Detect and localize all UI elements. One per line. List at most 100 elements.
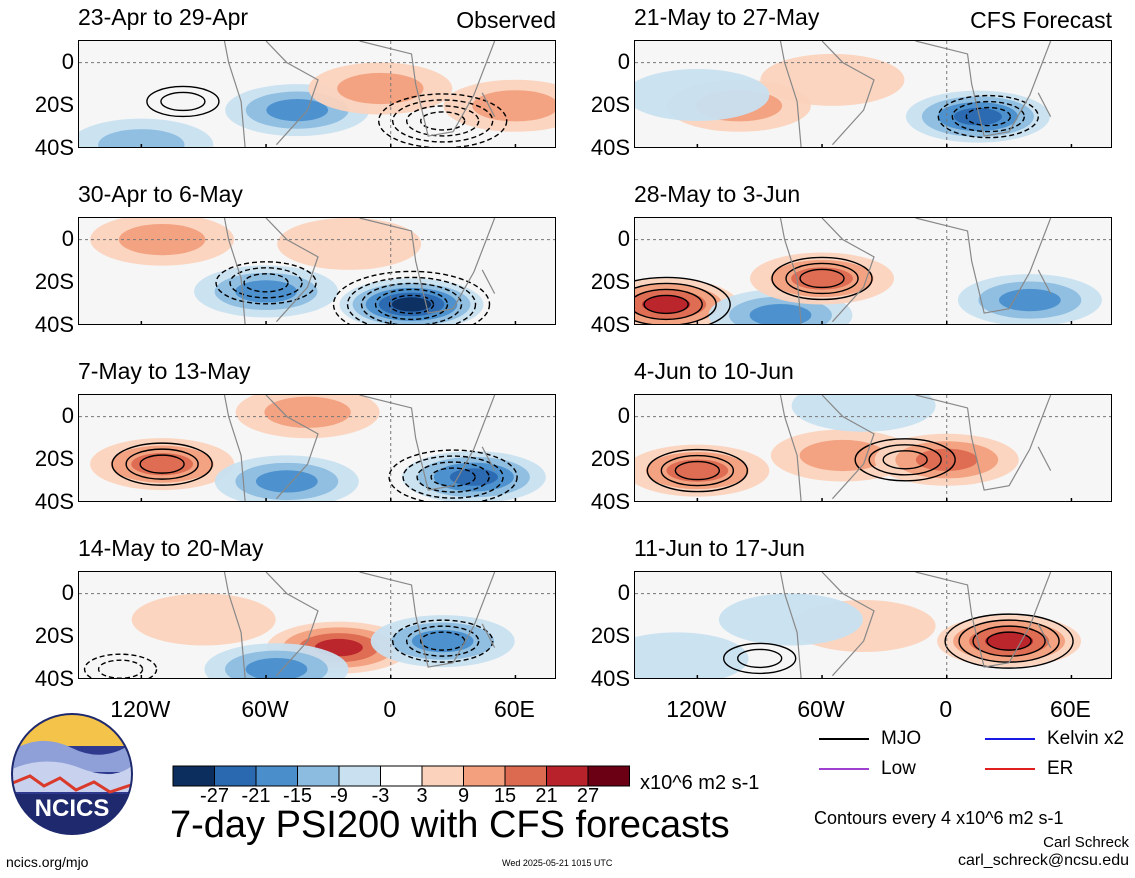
anomaly-shade xyxy=(635,632,749,678)
coastline xyxy=(915,572,1052,668)
map-panel-fcst-4: 11-Jun to 17-Jun xyxy=(634,535,1112,679)
y-tick-label: 40S xyxy=(590,135,630,160)
contour-line xyxy=(402,455,504,499)
y-tick-label: 40S xyxy=(34,489,74,514)
anomaly-shade xyxy=(718,593,863,646)
contour-line xyxy=(125,448,199,480)
anomaly-shade xyxy=(337,72,424,105)
anomaly-shade xyxy=(411,629,474,653)
x-tick-label: 120W xyxy=(110,696,171,722)
site-url: ncics.org/mjo xyxy=(6,854,89,870)
colorbar-swatch xyxy=(587,765,630,787)
anomaly-shade xyxy=(472,90,555,122)
contour-line xyxy=(882,450,928,470)
map-svg xyxy=(635,41,1111,147)
y-tick-label: 0 xyxy=(617,48,630,74)
coastline xyxy=(223,395,246,501)
main-title: 7-day PSI200 with CFS forecasts xyxy=(170,804,730,846)
contour-line xyxy=(785,262,859,295)
y-tick-label: 20S xyxy=(590,268,630,294)
author-email: carl_schreck@ncsu.edu xyxy=(958,852,1129,869)
map-panel-fcst-2: 28-May to 3-Jun xyxy=(634,181,1112,325)
anomaly-shade xyxy=(131,452,193,476)
y-tick-label: 40S xyxy=(34,135,74,160)
y-tick-label: 0 xyxy=(617,579,630,605)
coastline xyxy=(779,218,802,324)
coastline xyxy=(915,41,1052,137)
colorbar-swatch xyxy=(546,765,589,787)
y-tick-label: 20S xyxy=(34,622,74,648)
anomaly-shade xyxy=(277,218,422,270)
map-svg xyxy=(79,572,555,678)
y-tick-label: 40S xyxy=(590,312,630,337)
contour-line xyxy=(799,268,845,289)
contour-line xyxy=(736,648,783,669)
ncics-logo-graphic: NCICS xyxy=(11,713,133,835)
colorbar-label: 27 xyxy=(576,785,600,807)
legend-swatch-er xyxy=(985,767,1035,770)
anomaly-shade xyxy=(391,297,432,312)
map-plot xyxy=(78,571,556,679)
coastline xyxy=(481,446,496,471)
coastline xyxy=(359,395,496,491)
anomaly-shade xyxy=(791,267,853,290)
colorbar-swatch xyxy=(214,765,257,787)
legend-label-kelvin: Kelvin x2 xyxy=(1047,728,1125,749)
contour-note: Contours every 4 x10^6 m2 s-1 xyxy=(814,808,1064,828)
colorbar-label: -21 xyxy=(241,785,271,807)
x-tick-label: 0 xyxy=(383,696,397,722)
coastline xyxy=(481,269,496,294)
contour-line xyxy=(972,625,1046,657)
anomaly-shade xyxy=(449,468,498,486)
map-plot xyxy=(78,217,556,325)
y-tick-label: 20S xyxy=(590,445,630,471)
coastline xyxy=(821,572,875,677)
colorbar-label: -27 xyxy=(200,785,229,807)
anomaly-shade xyxy=(999,288,1061,312)
contour-line xyxy=(660,454,735,487)
colorbar-label: 9 xyxy=(457,785,470,807)
contour-line xyxy=(771,256,873,301)
anomaly-shade xyxy=(760,53,905,106)
anomaly-shade xyxy=(666,459,729,482)
map-panel-obs-2: 30-Apr to 6-May xyxy=(78,181,556,325)
y-tick-label: 0 xyxy=(61,225,74,251)
coastline xyxy=(915,395,1052,491)
anomaly-shade xyxy=(118,224,206,256)
contour-line xyxy=(965,106,1012,127)
panel-title: 23-Apr to 29-Apr xyxy=(78,4,249,30)
map-panel-fcst-3: 4-Jun to 10-Jun xyxy=(634,358,1112,502)
panel-title: 21-May to 27-May xyxy=(634,4,820,30)
legend-swatch-mjo xyxy=(819,737,869,740)
x-tick-label: 60W xyxy=(241,696,289,722)
map-plot xyxy=(634,571,1112,679)
map-plot xyxy=(634,40,1112,148)
coastline xyxy=(779,395,802,501)
colorbar-swatch xyxy=(338,765,381,787)
coastline xyxy=(1037,623,1052,648)
coastline xyxy=(359,572,496,668)
timestamp: Wed 2025-05-21 1015 UTC xyxy=(502,858,613,868)
anomaly-shade xyxy=(915,448,978,471)
panel-title: 11-Jun to 17-Jun xyxy=(634,535,805,561)
map-svg xyxy=(79,395,555,501)
contour-line xyxy=(643,294,689,315)
contour-line xyxy=(346,276,477,324)
coastline xyxy=(223,572,246,678)
legend-swatch-low xyxy=(819,767,869,770)
anomaly-shade xyxy=(635,69,770,121)
colorbar: -27 -21 -15 -9 -3 3 9 15 21 27 xyxy=(172,765,631,807)
anomaly-shade xyxy=(131,593,276,646)
coastline xyxy=(1037,92,1052,117)
coastline xyxy=(779,572,802,678)
colorbar-swatch xyxy=(380,765,423,787)
contour-line xyxy=(160,91,206,112)
coastline xyxy=(1037,269,1052,294)
colorbar-label: -15 xyxy=(283,785,312,807)
colorbar-swatch xyxy=(297,765,340,787)
panel-source-tag: CFS Forecast xyxy=(970,7,1112,33)
y-tick-label: 20S xyxy=(590,91,630,117)
colorbar-swatch xyxy=(463,765,506,787)
anomaly-shade xyxy=(266,98,329,122)
coastline xyxy=(223,218,246,324)
